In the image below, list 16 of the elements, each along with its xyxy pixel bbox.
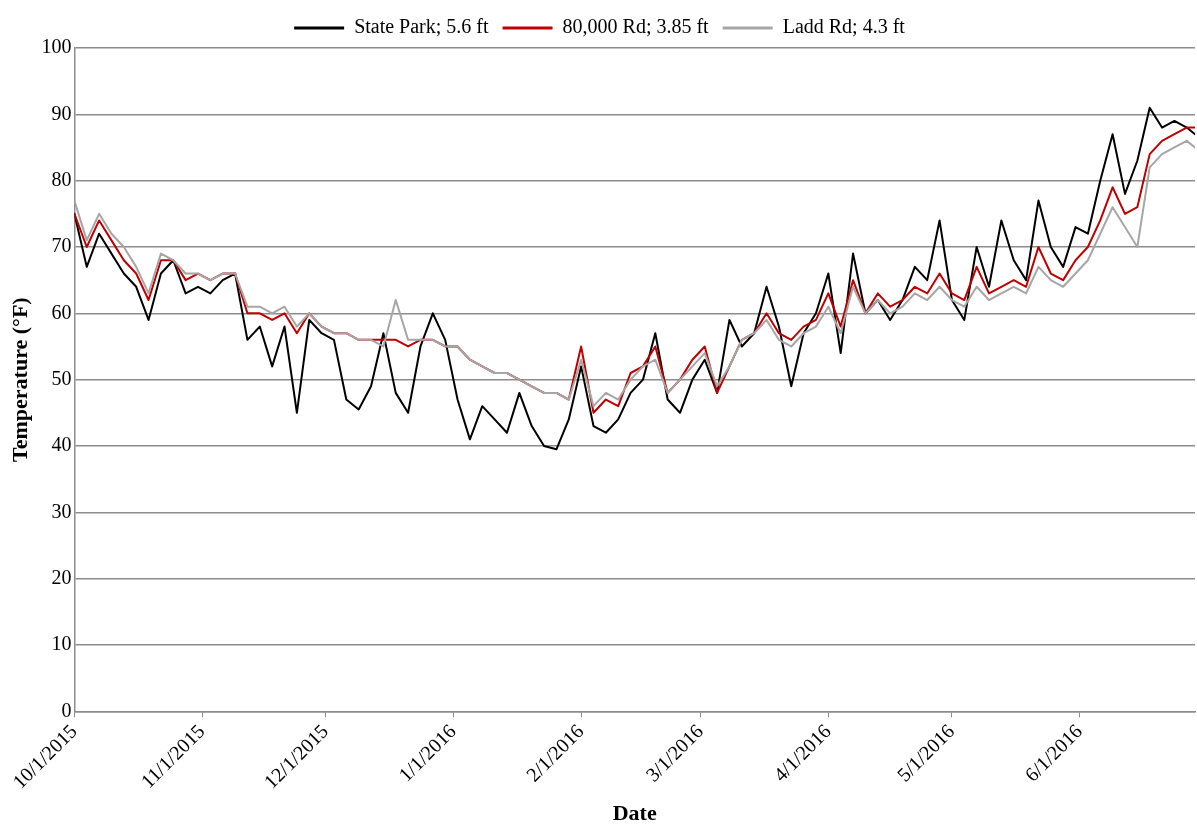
y-tick-label: 100: [41, 35, 72, 58]
y-tick-label: 80: [51, 167, 72, 190]
y-tick-label: 70: [51, 234, 72, 257]
y-tick-label: 10: [51, 632, 72, 655]
legend-label: Ladd Rd; 4.3 ft: [782, 15, 906, 38]
y-tick-label: 60: [51, 300, 72, 323]
y-tick-label: 50: [51, 366, 72, 389]
y-tick-label: 90: [51, 101, 72, 124]
x-axis-title: Date: [612, 800, 657, 826]
y-axis-title: Temperature (°F): [6, 297, 32, 462]
y-tick-label: 30: [51, 499, 72, 522]
y-tick-label: 20: [51, 565, 72, 588]
legend-label: State Park; 5.6 ft: [354, 15, 489, 38]
y-tick-label: 40: [51, 433, 72, 456]
y-tick-label: 0: [61, 698, 72, 721]
legend-label: 80,000 Rd; 3.85 ft: [562, 15, 710, 38]
